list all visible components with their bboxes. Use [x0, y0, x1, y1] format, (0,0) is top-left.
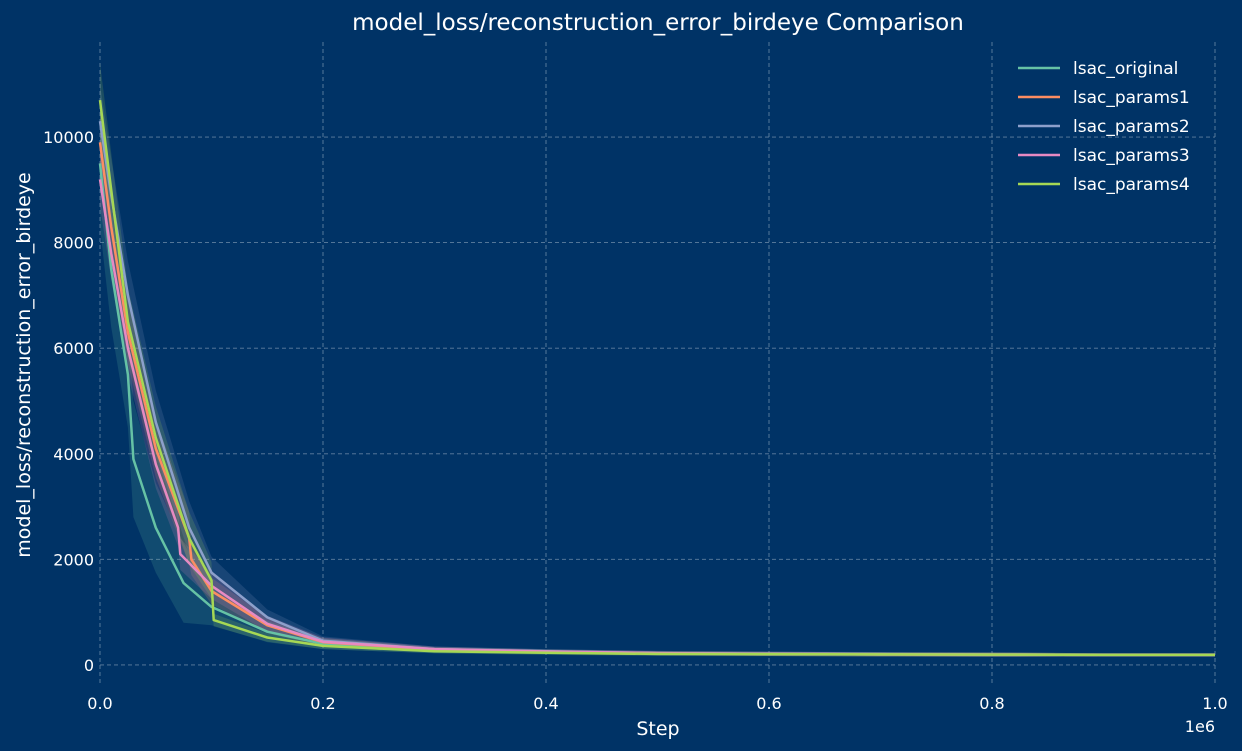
confidence-band — [100, 152, 1215, 657]
y-tick-label: 10000 — [43, 128, 94, 147]
series-lines — [98, 99, 1215, 657]
x-tick-label: 0.6 — [756, 694, 781, 713]
series-line — [98, 142, 1215, 657]
series-line — [98, 163, 1215, 657]
series-line — [98, 121, 1215, 657]
axis-ticks: 0.0 0.2 0.4 0.6 0.8 1.0 0 2000 4000 6000 8000 10000 — [43, 128, 1228, 713]
series-line — [98, 179, 1215, 657]
y-tick-label: 2000 — [53, 550, 94, 569]
x-tick-label: 0.4 — [533, 694, 558, 713]
x-tick-label: 0.0 — [87, 694, 112, 713]
x-tick-label: 0.8 — [979, 694, 1004, 713]
confidence-bands — [100, 63, 1215, 657]
x-tick-label: 0.2 — [310, 694, 335, 713]
x-axis-multiplier: 1e6 — [1185, 717, 1215, 736]
legend-label: lsac_params4 — [1073, 175, 1190, 195]
chart-title: model_loss/reconstruction_error_birdeye … — [352, 10, 964, 36]
confidence-band — [100, 110, 1215, 657]
legend-label: lsac_original — [1073, 59, 1178, 79]
confidence-band — [100, 63, 1215, 657]
series-line — [98, 99, 1215, 657]
legend-label: lsac_params3 — [1073, 146, 1190, 166]
y-tick-label: 8000 — [53, 234, 94, 253]
confidence-band — [100, 84, 1215, 657]
y-tick-label: 4000 — [53, 445, 94, 464]
legend: lsac_original lsac_params1 lsac_params2lsa… — [1018, 59, 1190, 195]
legend-label: lsac_params1 — [1073, 88, 1190, 108]
x-axis-label: Step — [636, 718, 679, 740]
y-tick-label: 6000 — [53, 339, 94, 358]
y-axis-label: model_loss/reconstruction_error_birdeye — [13, 172, 35, 558]
grid — [99, 42, 1216, 685]
y-tick-label: 0 — [84, 656, 94, 675]
x-tick-label: 1.0 — [1202, 694, 1227, 713]
legend-label: lsac_params2 — [1073, 117, 1190, 137]
